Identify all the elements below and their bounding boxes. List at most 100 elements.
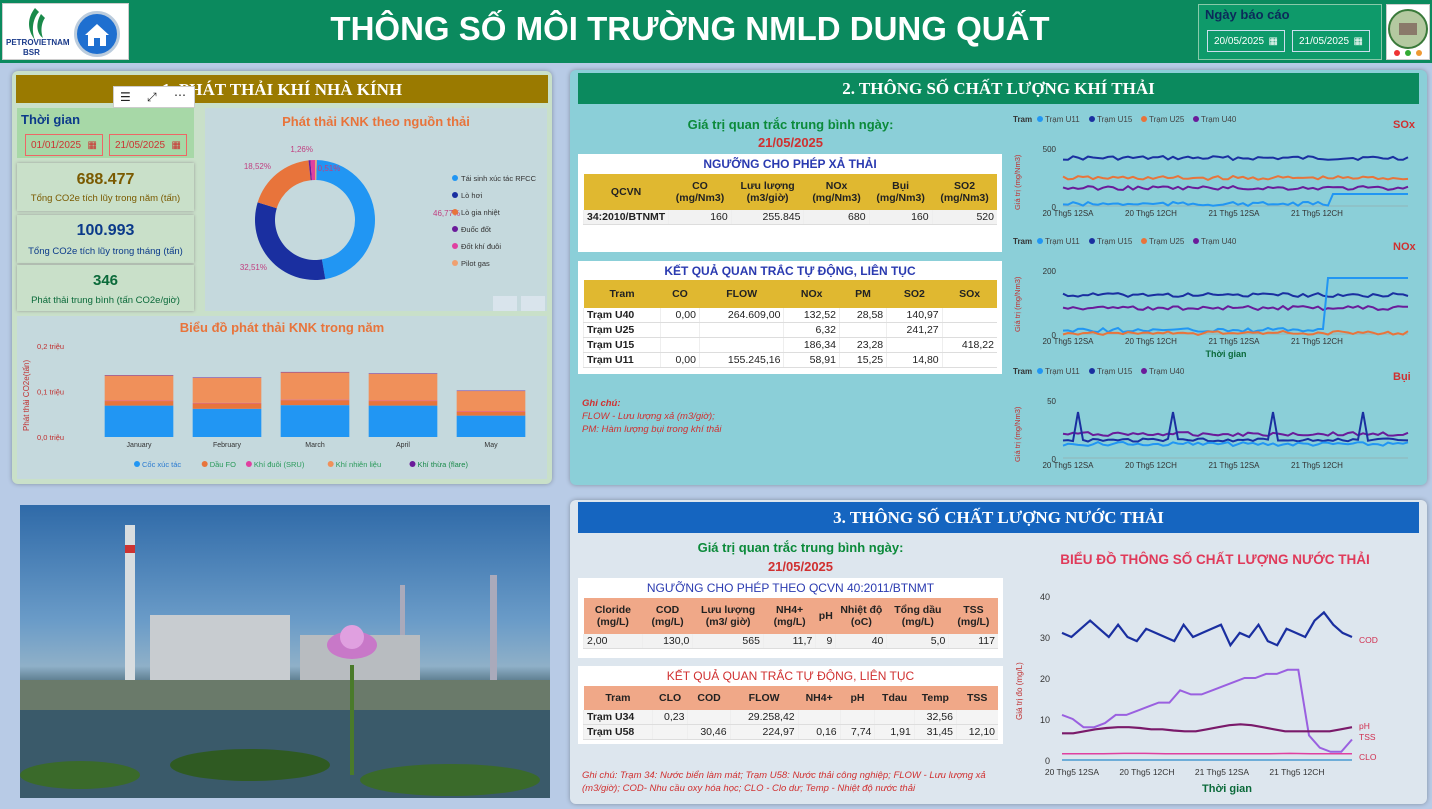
chart-series-line[interactable]	[1062, 277, 1408, 334]
report-date-to-input[interactable]: 21/05/2025 ▦	[1292, 30, 1370, 52]
filter-icon[interactable]: ☰	[120, 90, 131, 104]
table-header-cell[interactable]: CO (mg/Nm3)	[675, 180, 725, 204]
chart-series-line[interactable]	[1062, 184, 1409, 191]
bar-segment[interactable]	[192, 377, 262, 403]
chart-series-line[interactable]	[1062, 304, 1408, 312]
donut-slice[interactable]	[257, 160, 311, 209]
bar-legend-item[interactable]: Dầu FO	[210, 460, 236, 469]
chart-legend-item[interactable]: Trạm U15	[1097, 115, 1133, 124]
donut-slice[interactable]	[255, 202, 326, 280]
table-row[interactable]: Trạm U40 0,00 264.609,00 132,52 28,58 140,97	[582, 308, 997, 323]
table-header-cell[interactable]: Lưu lượng (m3/giờ)	[740, 180, 795, 204]
scroll-button-right[interactable]	[521, 296, 545, 311]
bar-segment[interactable]	[280, 372, 350, 400]
chart-series-line[interactable]	[1062, 440, 1409, 448]
table-header-cell[interactable]: TSS (mg/L)	[957, 604, 990, 628]
table-header-cell[interactable]: pH	[818, 610, 833, 622]
table-header-cell[interactable]: Tram	[605, 692, 631, 704]
table-header-cell[interactable]: Tổng dầu (mg/L)	[894, 604, 942, 628]
bar-segment[interactable]	[280, 400, 350, 406]
table-header-cell[interactable]: QCVN	[610, 186, 642, 198]
focus-mode-icon[interactable]: ⤢	[147, 90, 157, 104]
donut-legend-item[interactable]: Lò hơi	[461, 191, 483, 200]
chart-series-line[interactable]	[1062, 155, 1409, 162]
bar-segment[interactable]	[368, 405, 438, 437]
chart-legend-item[interactable]: Trạm U11	[1045, 367, 1080, 376]
chart-legend-item[interactable]: Trạm U15	[1097, 367, 1133, 376]
ghg-date-from-input[interactable]: 01/01/2025 ▦	[25, 134, 103, 156]
more-options-icon[interactable]: ⋯	[174, 88, 186, 102]
table-row[interactable]: Trạm U11 0,00 155.245,16 58,91 15,25 14,80	[582, 352, 997, 368]
chart-series-line[interactable]	[1062, 723, 1353, 735]
table-header-cell[interactable]: FLOW	[748, 692, 780, 704]
table-header-cell[interactable]: Tdau	[882, 692, 908, 704]
chart-legend-item[interactable]: Trạm U40	[1201, 237, 1237, 246]
table-row[interactable]: Trạm U58 30,46 224,97 0,16 7,74 1,91 31,45 12,1…	[583, 724, 998, 740]
bar-segment[interactable]	[456, 411, 526, 416]
table-header-cell[interactable]: NOx	[800, 288, 823, 300]
table-header-cell[interactable]: TSS	[967, 692, 988, 704]
bar-segment[interactable]	[104, 375, 174, 401]
bar-legend-item[interactable]: Khí đuôi (SRU)	[254, 460, 305, 469]
table-row[interactable]: Trạm U25 6,32 241,27	[582, 322, 997, 338]
table-header-cell[interactable]: Lưu lượng (m3/ giờ)	[701, 604, 756, 628]
chart-series-line[interactable]	[1062, 174, 1409, 182]
ghg-date-to-input[interactable]: 21/05/2025 ▦	[109, 134, 187, 156]
table-header-cell[interactable]: COD	[697, 692, 721, 704]
table-header-cell[interactable]: SO2	[903, 288, 925, 300]
chart-legend-item[interactable]: Trạm U40	[1201, 115, 1237, 124]
table-header-cell[interactable]: pH	[850, 692, 865, 704]
chart-series-line[interactable]	[1061, 668, 1353, 753]
chart-series-line[interactable]	[1062, 329, 1409, 336]
chart-series-line[interactable]	[1062, 292, 1409, 299]
donut-legend-item[interactable]: Đuốc đốt	[461, 225, 492, 234]
donut-slice[interactable]	[308, 160, 312, 181]
table-header-cell[interactable]: Bụi (mg/Nm3)	[876, 180, 925, 204]
chart-series-line[interactable]	[1062, 193, 1408, 208]
table-row[interactable]: Trạm U34 0,23 29.258,42 32,56	[583, 710, 998, 725]
table-header-cell[interactable]: SO2 (mg/Nm3)	[940, 180, 989, 204]
table-header-cell[interactable]: Tram	[609, 288, 635, 300]
bar-segment[interactable]	[368, 373, 438, 401]
bar-segment[interactable]	[456, 415, 526, 437]
table-header-cell[interactable]: PM	[855, 288, 871, 300]
bar-segment[interactable]	[192, 408, 262, 437]
table-header-cell[interactable]: COD (mg/L)	[651, 604, 684, 628]
table-header-cell[interactable]: NOx (mg/Nm3)	[812, 180, 861, 204]
donut-slice[interactable]	[316, 160, 376, 280]
bar-segment[interactable]	[192, 403, 262, 409]
table-header-cell[interactable]: NH4+	[805, 692, 833, 704]
bar-segment[interactable]	[104, 405, 174, 437]
chart-legend-item[interactable]: Trạm U11	[1045, 237, 1080, 246]
table-header-cell[interactable]: FLOW	[726, 288, 758, 300]
table-header-cell[interactable]: NH4+ (mg/L)	[773, 604, 806, 628]
donut-legend-item[interactable]: Tái sinh xúc tác RFCC	[461, 174, 537, 183]
table-header-cell[interactable]: CLO	[659, 692, 682, 704]
table-header-cell[interactable]: SOx	[959, 288, 981, 300]
table-header-cell[interactable]: Cloride (mg/L)	[594, 604, 631, 628]
report-date-from-input[interactable]: 20/05/2025 ▦	[1207, 30, 1285, 52]
donut-slice[interactable]	[315, 160, 317, 181]
bar-segment[interactable]	[104, 401, 174, 406]
table-row[interactable]: Trạm U15 186,34 23,28 418,22	[582, 337, 997, 353]
chart-series-line[interactable]	[1061, 610, 1353, 648]
scroll-button-left[interactable]	[493, 296, 517, 311]
bar-segment[interactable]	[280, 405, 350, 437]
table-header-cell[interactable]: CO	[672, 288, 688, 300]
table-header-cell[interactable]: Temp	[921, 692, 949, 704]
bar-segment[interactable]	[456, 391, 526, 412]
donut-legend-item[interactable]: Lò gia nhiệt	[461, 208, 501, 217]
donut-legend-item[interactable]: Pilot gas	[461, 259, 490, 268]
bar-legend-item[interactable]: Cốc xúc tác	[142, 460, 181, 469]
bar-legend-item[interactable]: Khí thừa (flare)	[418, 460, 469, 469]
bar-legend-item[interactable]: Khí nhiên liệu	[336, 460, 381, 469]
chart-series-line[interactable]	[1062, 431, 1409, 437]
donut-legend-item[interactable]: Đốt khí đuôi	[461, 242, 501, 251]
table-header-cell[interactable]: Nhiệt độ (oC)	[840, 604, 883, 628]
chart-legend-item[interactable]: Trạm U25	[1149, 237, 1185, 246]
chart-series-line[interactable]	[1062, 411, 1409, 443]
chart-legend-item[interactable]: Trạm U25	[1149, 115, 1185, 124]
chart-legend-item[interactable]: Trạm U40	[1149, 367, 1185, 376]
donut-slice[interactable]	[310, 160, 316, 181]
home-button[interactable]	[74, 11, 120, 57]
